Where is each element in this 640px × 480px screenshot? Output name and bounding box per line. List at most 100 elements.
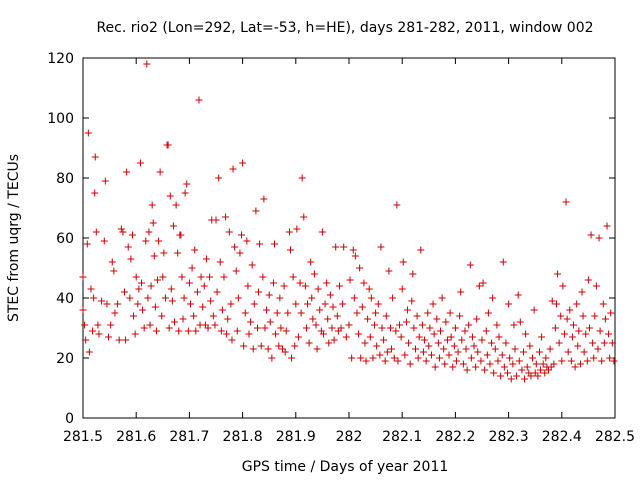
data-point	[472, 363, 480, 371]
data-point	[220, 273, 228, 281]
data-point	[333, 312, 341, 320]
data-point	[603, 222, 611, 230]
data-point	[392, 327, 400, 335]
data-point	[128, 231, 136, 239]
data-point	[82, 336, 90, 344]
data-point	[560, 330, 568, 338]
x-tick-label: 281.8	[223, 429, 263, 445]
data-point	[172, 201, 180, 209]
data-point	[103, 300, 111, 308]
data-point	[302, 324, 310, 332]
data-point	[108, 258, 116, 266]
data-point	[285, 228, 293, 236]
data-point	[319, 330, 327, 338]
data-point	[498, 351, 506, 359]
data-point	[300, 213, 308, 221]
data-point	[114, 300, 122, 308]
data-point	[598, 357, 606, 365]
data-point	[183, 180, 191, 188]
data-point	[409, 270, 417, 278]
data-point	[329, 303, 337, 311]
data-point	[238, 231, 246, 239]
data-point	[132, 273, 140, 281]
data-point	[250, 300, 258, 308]
data-point	[440, 345, 448, 353]
data-point	[229, 165, 237, 173]
data-point	[241, 309, 249, 317]
data-point	[554, 270, 562, 278]
data-point	[98, 297, 106, 305]
data-point	[350, 294, 358, 302]
data-point	[371, 321, 379, 329]
data-point	[91, 189, 99, 197]
data-point	[589, 339, 597, 347]
x-tick-label: 282.1	[382, 429, 422, 445]
data-point	[115, 336, 123, 344]
data-point	[474, 348, 482, 356]
data-point	[456, 312, 464, 320]
data-point	[527, 372, 535, 380]
data-point	[600, 339, 608, 347]
data-point	[396, 321, 404, 329]
data-point	[131, 330, 139, 338]
data-point	[386, 324, 394, 332]
data-point	[345, 321, 353, 329]
data-point	[153, 276, 161, 284]
data-point	[263, 306, 271, 314]
data-point	[79, 273, 87, 281]
data-point	[273, 309, 281, 317]
data-point	[180, 294, 188, 302]
data-point	[310, 270, 318, 278]
data-point	[156, 168, 164, 176]
data-point	[579, 312, 587, 320]
data-point	[497, 372, 505, 380]
data-point	[435, 354, 443, 362]
data-point	[90, 294, 98, 302]
data-point	[249, 345, 257, 353]
data-point	[592, 282, 600, 290]
data-point	[280, 282, 288, 290]
data-point	[328, 324, 336, 332]
data-point	[291, 342, 299, 350]
data-point	[244, 282, 252, 290]
data-point	[481, 366, 489, 374]
data-point	[590, 354, 598, 362]
data-point	[434, 339, 442, 347]
data-point	[255, 288, 263, 296]
x-tick-label: 282	[336, 429, 363, 445]
data-point	[381, 357, 389, 365]
data-point	[606, 354, 614, 362]
data-point	[405, 339, 413, 347]
data-point	[232, 267, 240, 275]
data-point	[366, 333, 374, 341]
data-point	[484, 309, 492, 317]
data-point	[478, 336, 486, 344]
data-point	[192, 327, 200, 335]
data-point	[534, 372, 542, 380]
data-point	[522, 330, 530, 338]
data-point	[240, 342, 248, 350]
y-axis: 0 20 40 60 80 100 120	[47, 51, 615, 427]
data-point	[247, 318, 255, 326]
data-point	[555, 339, 563, 347]
data-point	[452, 357, 460, 365]
data-point	[393, 201, 401, 209]
data-point	[591, 312, 599, 320]
data-point	[521, 375, 529, 383]
data-point	[168, 297, 176, 305]
data-point	[571, 363, 579, 371]
data-point	[450, 342, 458, 350]
data-point	[529, 354, 537, 362]
data-point	[256, 240, 264, 248]
data-point	[607, 309, 615, 317]
data-point	[417, 246, 425, 254]
data-point	[584, 276, 592, 284]
data-point	[447, 333, 455, 341]
data-point	[576, 360, 584, 368]
data-point	[419, 348, 427, 356]
data-point	[83, 240, 91, 248]
data-point	[120, 288, 128, 296]
data-point	[259, 273, 267, 281]
data-point	[117, 225, 125, 233]
data-point	[139, 306, 147, 314]
